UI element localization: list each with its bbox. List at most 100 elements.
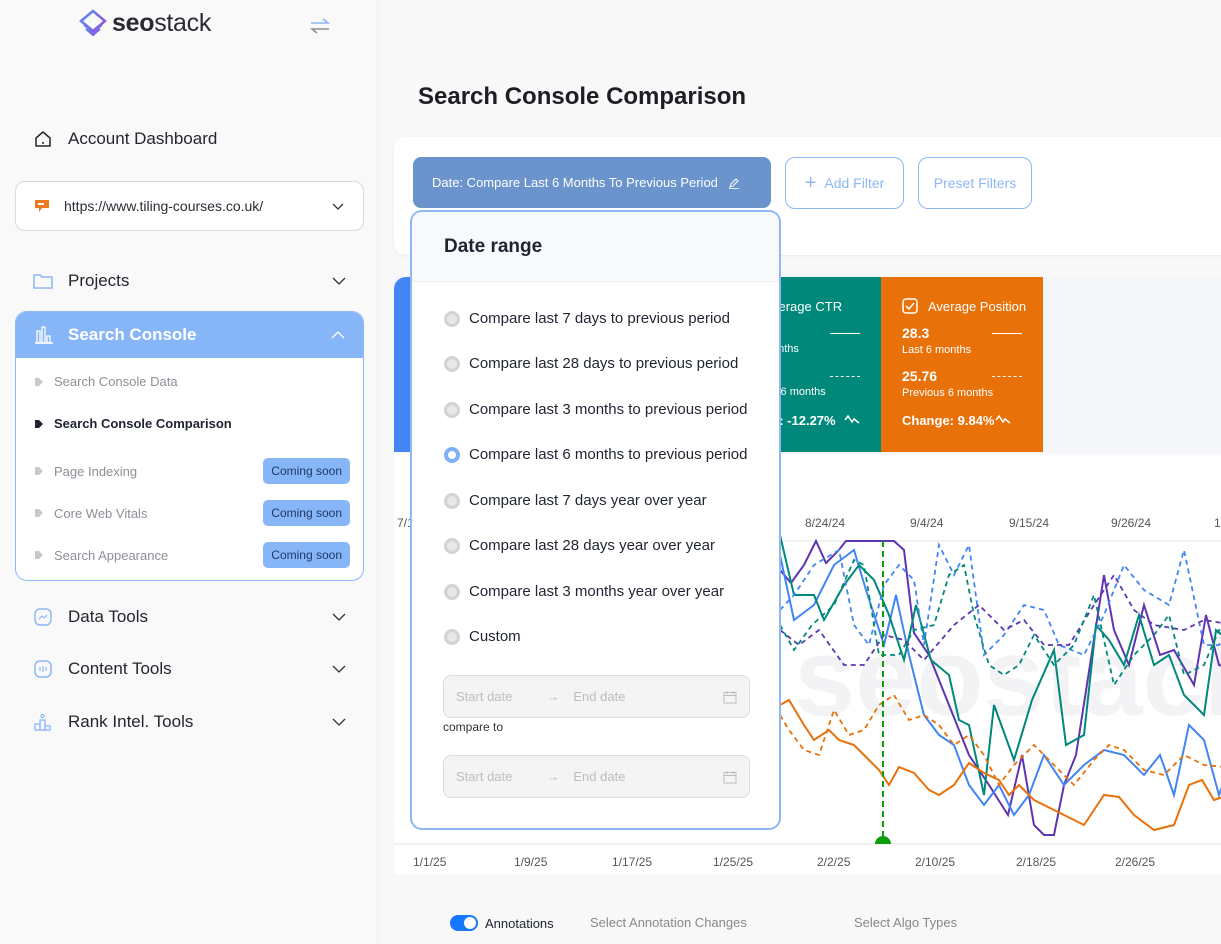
radio-28-days-previous[interactable]: Compare last 28 days to previous period	[444, 355, 738, 372]
radio-button[interactable]	[444, 355, 460, 372]
sub-item-core-web-vitals[interactable]: Core Web Vitals Coming soon	[34, 500, 350, 526]
radio-label: Compare last 7 days to previous period	[469, 310, 730, 327]
metric-card-position[interactable]: Average Position 28.3 Last 6 months 25.7…	[881, 277, 1043, 452]
metric-change: Change: 9.84%	[902, 413, 995, 428]
start-date-placeholder[interactable]: Start date	[456, 769, 513, 784]
trend-down-icon	[995, 414, 1011, 424]
coming-soon-badge: Coming soon	[263, 458, 350, 484]
nav-label: Rank Intel. Tools	[68, 712, 194, 731]
sub-item-search-appearance[interactable]: Search Appearance Coming soon	[34, 542, 350, 568]
radio-button[interactable]	[444, 401, 460, 418]
preset-filters-label: Preset Filters	[933, 175, 1017, 191]
chevron-down-icon	[332, 718, 346, 726]
nav-content-tools[interactable]: Content Tools	[32, 658, 346, 680]
radio-button[interactable]	[444, 310, 460, 327]
trend-down-icon	[844, 414, 860, 424]
annotations-toggle-row[interactable]: Annotations	[450, 915, 554, 931]
end-date-placeholder[interactable]: End date	[573, 769, 626, 784]
nav-rank-intel-tools[interactable]: Rank Intel. Tools	[32, 711, 346, 733]
metric-card-clicks[interactable]	[394, 277, 414, 452]
calendar-icon	[723, 690, 737, 703]
radio-button[interactable]	[444, 492, 460, 509]
axis-tick: 1/1/25	[413, 855, 447, 869]
arrow-right-icon: →	[546, 689, 560, 704]
axis-tick: 2/2/25	[817, 855, 851, 869]
axis-tick: 7/1	[397, 516, 414, 530]
chevron-up-icon	[331, 331, 345, 339]
radio-3-months-previous[interactable]: Compare last 3 months to previous period	[444, 401, 747, 418]
checkbox-checked-icon[interactable]	[902, 298, 918, 314]
annotations-label: Annotations	[485, 915, 554, 931]
nav-account-dashboard[interactable]: Account Dashboard	[32, 128, 217, 150]
sub-item-page-indexing[interactable]: Page Indexing Coming soon	[34, 458, 350, 484]
radio-button[interactable]	[444, 628, 460, 645]
date-filter-button[interactable]: Date: Compare Last 6 Months To Previous …	[413, 157, 771, 208]
start-date-placeholder[interactable]: Start date	[456, 689, 513, 704]
site-selector[interactable]: https://www.tiling-courses.co.uk/	[15, 181, 364, 231]
folder-icon	[32, 270, 54, 292]
legend-dashed-line	[830, 376, 860, 377]
preset-filters-button[interactable]: Preset Filters	[918, 157, 1032, 209]
radio-label: Compare last 3 months year over year	[469, 583, 725, 600]
nav-search-console[interactable]: Search Console	[16, 312, 363, 358]
custom-date-range-input[interactable]: Start date → End date	[443, 675, 750, 718]
nav-projects[interactable]: Projects	[32, 270, 346, 292]
nav-data-tools[interactable]: Data Tools	[32, 606, 346, 628]
metric-value: 28.3	[902, 325, 930, 341]
legend-solid-line	[830, 333, 860, 334]
axis-tick: 1/17/25	[612, 855, 653, 869]
annotations-toggle[interactable]	[450, 915, 478, 931]
radio-label: Compare last 6 months to previous period	[469, 446, 748, 463]
radio-7-days-previous[interactable]: Compare last 7 days to previous period	[444, 310, 730, 327]
logo[interactable]: seostack	[78, 8, 211, 38]
play-icon	[35, 419, 43, 428]
radio-label: Compare last 3 months to previous period	[469, 401, 748, 418]
end-date-placeholder[interactable]: End date	[573, 689, 626, 704]
compare-date-range-input[interactable]: Start date → End date	[443, 755, 750, 798]
radio-button-checked[interactable]	[444, 446, 460, 463]
chart-lines: seostack	[394, 534, 1221, 845]
sub-item-search-console-data[interactable]: Search Console Data	[34, 374, 350, 389]
metric-title: Average Position	[928, 299, 1027, 314]
metric-sub: Last 6 months	[902, 344, 972, 356]
radio-custom[interactable]: Custom	[444, 628, 521, 645]
sidebar: seostack Account Dashboard https://www.t…	[0, 0, 378, 944]
sub-item-label: Page Indexing	[54, 463, 138, 479]
svg-text:seostack: seostack	[794, 616, 1221, 739]
sub-item-search-console-comparison[interactable]: Search Console Comparison	[34, 416, 350, 431]
add-filter-label: Add Filter	[824, 175, 885, 191]
metric-change: e: -12.27%	[772, 413, 836, 428]
calendar-icon	[723, 770, 737, 783]
nav-label: Search Console	[68, 325, 197, 344]
radio-6-months-previous[interactable]: Compare last 6 months to previous period	[444, 446, 747, 463]
edit-pencil-icon	[728, 177, 739, 189]
sub-item-label: Search Appearance	[54, 547, 169, 563]
popover-title: Date range	[412, 212, 779, 282]
home-icon	[32, 128, 54, 150]
axis-tick: 8/24/24	[805, 516, 846, 530]
radio-7-days-yoy[interactable]: Compare last 7 days year over year	[444, 492, 707, 509]
play-icon	[35, 377, 43, 386]
axis-tick: 9/4/24	[910, 516, 944, 530]
chevron-down-icon	[332, 613, 346, 621]
axis-tick: 9/26/24	[1111, 516, 1152, 530]
radio-28-days-yoy[interactable]: Compare last 28 days year over year	[444, 537, 715, 554]
metric-sub: Previous 6 months	[902, 387, 994, 399]
radio-button[interactable]	[444, 537, 460, 554]
nav-label: Data Tools	[68, 607, 149, 626]
chevron-down-icon	[332, 665, 346, 673]
radio-3-months-yoy[interactable]: Compare last 3 months year over year	[444, 583, 724, 600]
select-annotation-changes[interactable]: Select Annotation Changes	[590, 915, 747, 930]
axis-tick: 1	[1214, 516, 1221, 530]
seostack-logo-icon	[79, 9, 107, 37]
radio-label: Compare last 28 days year over year	[469, 537, 715, 554]
select-label: Select Annotation Changes	[590, 915, 747, 930]
collapse-sidebar-icon[interactable]	[308, 16, 332, 36]
radio-label: Compare last 7 days year over year	[469, 492, 707, 509]
line-chart-icon	[32, 606, 54, 628]
podium-icon	[32, 711, 54, 733]
radio-button[interactable]	[444, 583, 460, 600]
axis-tick: 1/9/25	[514, 855, 548, 869]
select-algo-types[interactable]: Select Algo Types	[854, 915, 957, 930]
add-filter-button[interactable]: + Add Filter	[785, 157, 904, 209]
